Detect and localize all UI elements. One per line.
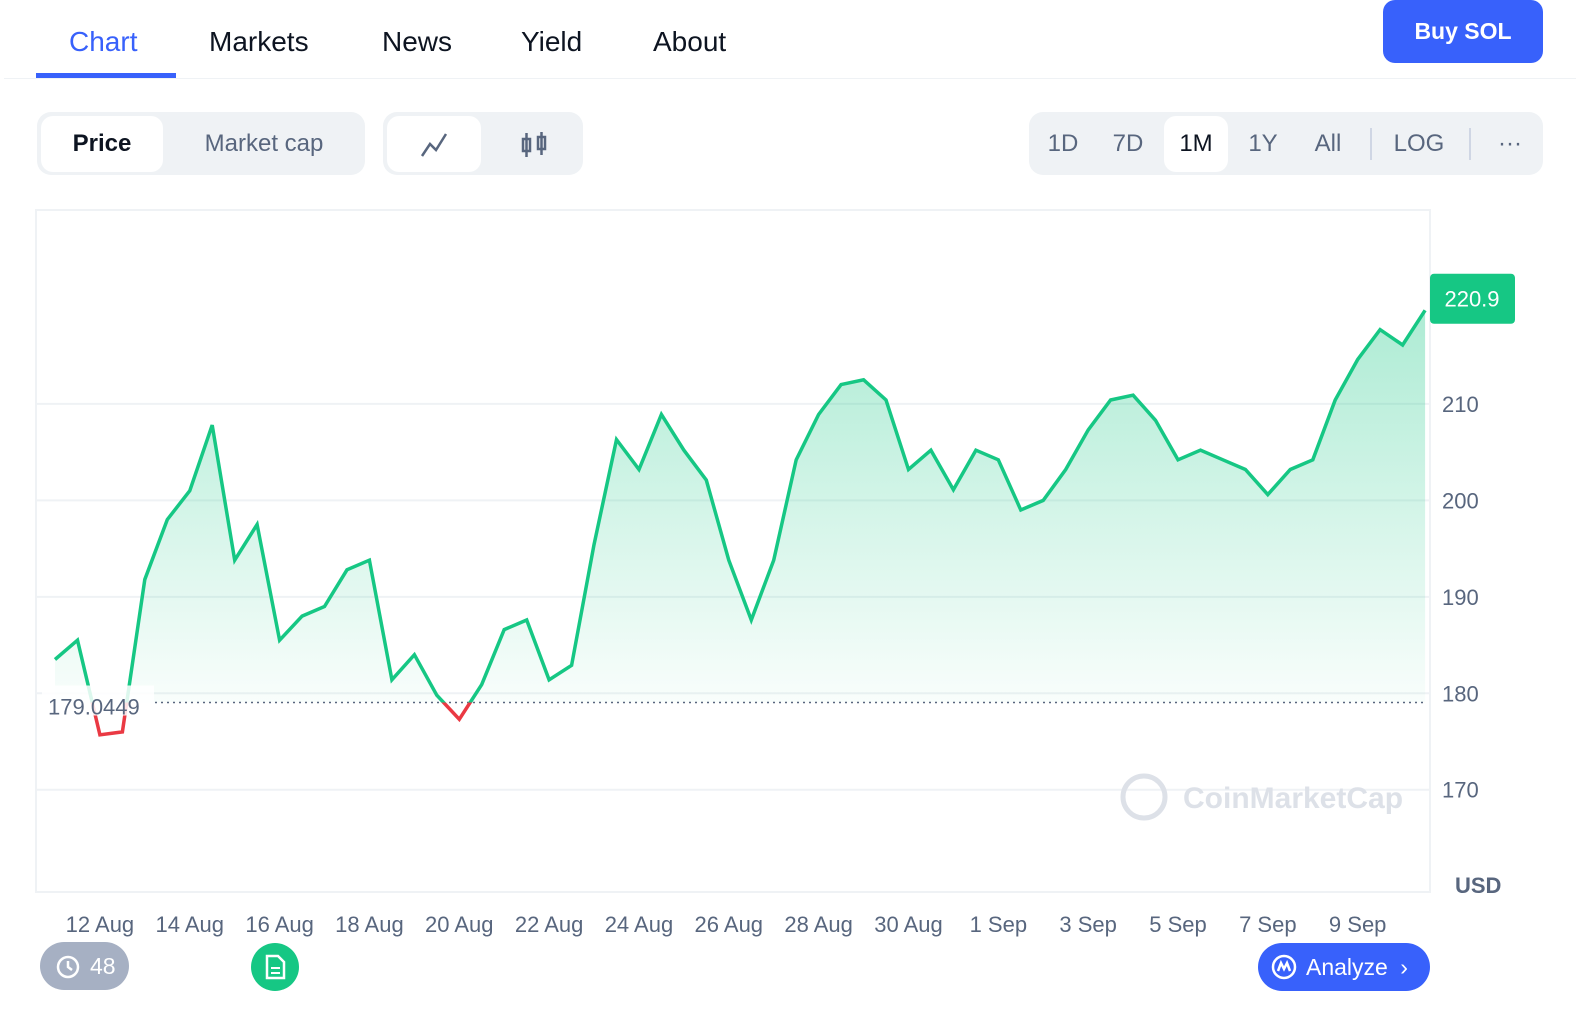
range-option[interactable]: 7D	[1112, 130, 1144, 157]
metric-option[interactable]: Market cap	[204, 130, 324, 157]
price-line	[53, 309, 1427, 703]
x-tick-label: 5 Sep	[1149, 912, 1207, 937]
x-tick-label: 14 Aug	[156, 912, 225, 937]
tab[interactable]: Markets	[209, 26, 309, 57]
separator	[1469, 128, 1471, 160]
chart-type-toggle	[383, 112, 583, 175]
doc-icon	[265, 954, 286, 980]
range-option[interactable]: All	[1314, 130, 1342, 157]
buy-button[interactable]: Buy SOL	[1383, 0, 1543, 63]
history-count: 48	[90, 953, 116, 979]
analyze-button[interactable]: Analyze ›	[1258, 943, 1430, 991]
separator	[1370, 128, 1372, 160]
x-tick-label: 9 Sep	[1329, 912, 1387, 937]
x-tick-label: 7 Sep	[1239, 912, 1297, 937]
x-tick-label: 26 Aug	[695, 912, 764, 937]
line-icon-button[interactable]	[387, 116, 481, 172]
x-tick-label: 22 Aug	[515, 912, 584, 937]
price-badge	[1430, 273, 1515, 324]
price-badge-label: 220.9	[1444, 287, 1499, 312]
plot-frame	[35, 209, 1431, 893]
tab[interactable]: About	[653, 26, 727, 57]
x-tick-label: 3 Sep	[1059, 912, 1117, 937]
analyze-label: Analyze	[1306, 954, 1388, 980]
x-tick-label: 12 Aug	[66, 912, 135, 937]
watermark: CoinMarketCap	[1183, 782, 1403, 815]
y-tick-label: 170	[1442, 778, 1479, 803]
y-tick-label: 180	[1442, 681, 1479, 706]
baseline-label-bg	[42, 685, 154, 716]
x-tick-label: 30 Aug	[874, 912, 943, 937]
chevron: ›	[1400, 954, 1408, 980]
x-tick-label: 18 Aug	[335, 912, 404, 937]
x-tick-label: 1 Sep	[970, 912, 1028, 937]
range-option[interactable]: 1Y	[1248, 130, 1278, 157]
y-tick-label: 210	[1442, 392, 1479, 417]
metric-option[interactable]: Price	[41, 116, 163, 172]
metric-toggle: Price Market cap	[37, 112, 365, 175]
y-tick-label: 200	[1442, 488, 1479, 513]
x-tick-label: 16 Aug	[245, 912, 314, 937]
x-tick-label: 20 Aug	[425, 912, 494, 937]
range-option[interactable]: 1M	[1164, 116, 1228, 172]
x-tick-label: 28 Aug	[784, 912, 853, 937]
divider	[4, 78, 1576, 79]
y-tick-label: 190	[1442, 585, 1479, 610]
analyze-icon	[1271, 954, 1297, 980]
line-icon	[420, 133, 448, 157]
range-option[interactable]: 1D	[1047, 130, 1079, 157]
log-toggle[interactable]: LOG	[1393, 130, 1445, 157]
news-marker[interactable]	[251, 943, 299, 991]
tab[interactable]: News	[382, 26, 453, 57]
more-button[interactable]: ···	[1498, 130, 1522, 157]
candle-icon	[521, 132, 547, 157]
tab[interactable]: Chart	[69, 26, 138, 57]
x-tick-label: 24 Aug	[605, 912, 674, 937]
area	[55, 310, 1426, 703]
history-icon	[56, 955, 80, 979]
y-unit: USD	[1455, 873, 1501, 898]
candle-icon-button[interactable]	[487, 116, 581, 172]
range-toggle: 1D 7D 1M 1Y All LOG ···	[1029, 112, 1543, 175]
watermark-logo	[1120, 773, 1168, 821]
history-badge[interactable]: 48	[40, 942, 129, 990]
baseline-label: 179.0449	[48, 694, 140, 719]
tab[interactable]: Yield	[521, 26, 583, 57]
tab-underline	[36, 73, 176, 78]
